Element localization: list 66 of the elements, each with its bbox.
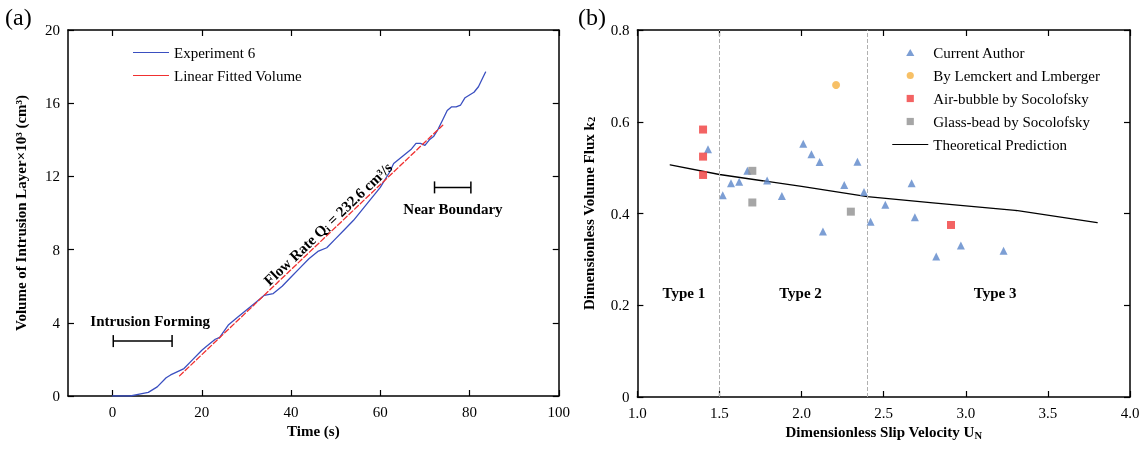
annotation: Type 1 (662, 284, 706, 301)
x-tick-label: 100 (547, 403, 570, 420)
x-tick-label: 1.0 (628, 404, 647, 421)
point (699, 125, 708, 134)
x-tick-label: 2.0 (792, 404, 811, 421)
point (907, 179, 916, 188)
annotation: Type 3 (973, 284, 1017, 301)
legend-label: Experiment 6 (174, 44, 256, 61)
legend-label: Current Author (933, 44, 1025, 61)
point (748, 166, 757, 175)
y-tick-label: 4 (52, 314, 61, 331)
legend-label: By Lemckert and Lmberger (933, 67, 1101, 84)
point (947, 220, 956, 229)
legend-label: Theoretical Prediction (933, 136, 1068, 153)
x-tick-label: 20 (194, 403, 210, 420)
point (726, 179, 735, 188)
x-tick-label: 4.0 (1120, 404, 1140, 421)
legend-label: Glass-bead by Socolofsky (933, 113, 1091, 130)
chart-title: (b) (578, 4, 606, 30)
point (807, 150, 816, 159)
x-tick-label: 40 (283, 403, 299, 420)
y-tick-label: 0.8 (610, 22, 630, 38)
point (956, 241, 965, 250)
y-tick-label: 0.6 (610, 113, 630, 130)
y-tick-label: 20 (45, 22, 60, 38)
point (881, 200, 890, 209)
annotation: Near Boundary (403, 201, 504, 218)
point (932, 252, 941, 261)
y-axis-title: Dimensionless Volume Flux k2 (580, 116, 598, 311)
point (866, 217, 875, 226)
y-tick-label: 0.4 (610, 205, 630, 222)
chart-title: (a) (5, 4, 32, 30)
point (703, 145, 712, 154)
y-tick-label: 16 (45, 95, 61, 112)
point (910, 213, 919, 222)
x-tick-label: 3.0 (956, 404, 976, 421)
y-tick-label: 0 (621, 389, 630, 405)
point (832, 81, 841, 90)
legend-label: Air-bubble by Socolofsky (933, 90, 1090, 107)
point (748, 198, 757, 207)
point (799, 139, 808, 148)
point (699, 152, 708, 161)
y-tick-label: 0 (52, 388, 60, 404)
point (777, 192, 786, 201)
x-tick-label: 60 (372, 403, 388, 420)
point (735, 177, 744, 186)
y-tick-label: 8 (52, 241, 60, 258)
annotation: Type 2 (779, 284, 822, 301)
line-series (669, 164, 1098, 224)
x-tick-label: 80 (462, 403, 478, 420)
y-axis-title: Volume of Intrusion Layer×10³ (cm³) (12, 94, 30, 332)
x-tick-label: 3.5 (1038, 404, 1058, 421)
x-axis-title: Time (s) (287, 423, 340, 441)
legend-label: Linear Fitted Volume (174, 67, 303, 84)
y-tick-label: 0.2 (610, 297, 630, 314)
point (815, 158, 824, 167)
annotation: Intrusion Forming (90, 312, 211, 329)
point (999, 246, 1008, 255)
point (699, 170, 708, 179)
x-tick-label: 1.5 (710, 404, 729, 421)
x-tick-label: 2.5 (874, 404, 894, 421)
point (853, 157, 862, 166)
x-tick-label: 0 (108, 403, 117, 420)
point (846, 207, 855, 216)
y-tick-label: 12 (45, 168, 60, 185)
point (859, 187, 868, 196)
